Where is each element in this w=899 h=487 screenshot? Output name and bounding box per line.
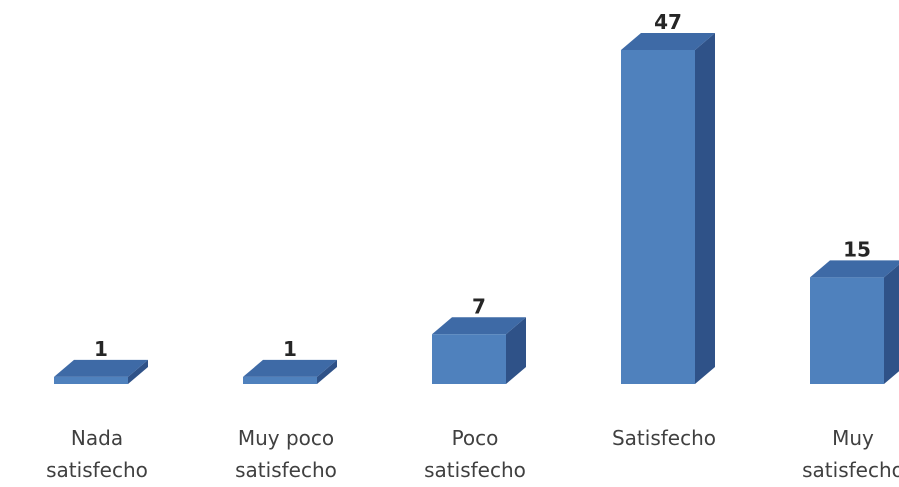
category-label-line: Muy poco (238, 426, 334, 450)
category-label: Nada satisfecho (46, 426, 148, 482)
bar-front (432, 334, 506, 384)
bar-top (432, 317, 526, 335)
category-label-line: Satisfecho (612, 426, 716, 450)
category-label: Muy satisfecho (802, 426, 899, 482)
bars-group (54, 33, 899, 384)
data-label: 7 (472, 294, 486, 318)
bar-front (243, 376, 317, 384)
category-label: Poco satisfecho (424, 426, 526, 482)
bar-3 (432, 317, 526, 384)
bar-5 (810, 260, 899, 384)
category-labels-group: Nada satisfecho Muy poco satisfecho Poco sati… (46, 426, 899, 482)
bar-top (621, 33, 715, 50)
bar-1 (54, 359, 148, 384)
bar-top (54, 359, 148, 377)
bar-side (695, 33, 715, 384)
bar-side (884, 264, 899, 384)
bar-top (243, 359, 337, 377)
category-label-line: satisfecho (46, 458, 148, 482)
bar-side (317, 359, 337, 384)
bar-front (54, 376, 128, 384)
bar-front (621, 50, 695, 384)
data-label: 47 (654, 10, 682, 34)
category-label-line: satisfecho (424, 458, 526, 482)
bar-top (810, 260, 899, 278)
data-label: 1 (283, 337, 297, 361)
category-label: Muy poco satisfecho (235, 426, 337, 482)
data-labels-group: 1 1 7 47 15 (94, 10, 871, 361)
bar-front (810, 277, 884, 384)
bar-side (506, 317, 526, 384)
data-label: 1 (94, 337, 108, 361)
category-label-line: satisfecho (802, 458, 899, 482)
bar-4 (621, 33, 715, 384)
category-label-line: satisfecho (235, 458, 337, 482)
category-label-line: Muy (832, 426, 874, 450)
category-label: Satisfecho (612, 426, 716, 450)
data-label: 15 (843, 237, 871, 261)
category-label-line: Poco (452, 426, 499, 450)
bar-2 (243, 359, 337, 384)
bar-side (128, 359, 148, 384)
category-label-line: Nada (71, 426, 123, 450)
